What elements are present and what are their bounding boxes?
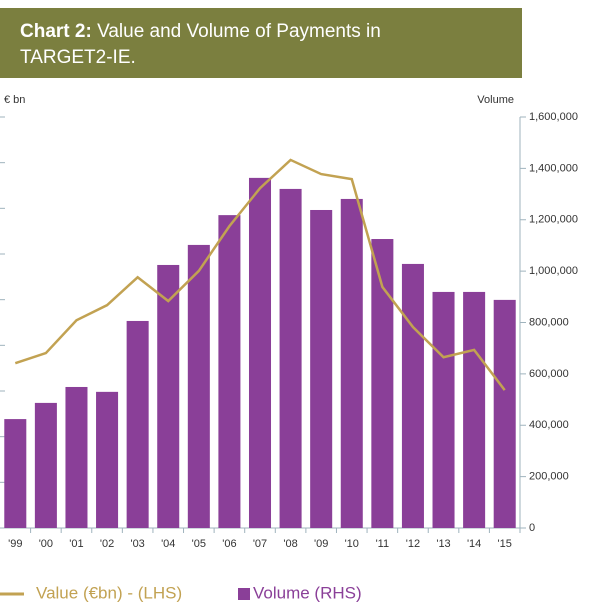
bar [96, 391, 119, 528]
x-tick-label: '07 [253, 538, 267, 550]
x-tick-label: '99 [8, 538, 22, 550]
legend-label: Volume (RHS) [253, 583, 362, 602]
bar [34, 402, 57, 528]
x-tick-label: '14 [467, 538, 481, 550]
bar [279, 188, 302, 529]
y2-tick-label: 1,600,000 [529, 111, 578, 123]
bar [340, 198, 363, 529]
bar [493, 299, 516, 528]
y2-tick-label: 1,200,000 [529, 214, 578, 226]
x-tick-label: '10 [345, 538, 359, 550]
x-tick-label: '11 [376, 538, 390, 550]
x-tick-label: '01 [69, 538, 83, 550]
bar [65, 386, 88, 528]
bar [218, 215, 241, 528]
chart-title-line2: TARGET2-IE. [20, 47, 136, 68]
x-tick-label: '05 [192, 538, 206, 550]
bar [126, 320, 149, 528]
x-tick-label: '09 [314, 538, 328, 550]
x-tick-label: '02 [100, 538, 114, 550]
x-tick-label: '12 [406, 538, 420, 550]
x-tick-label: '08 [283, 538, 297, 550]
y-axis-label: € bn [4, 94, 25, 106]
legend-swatch [238, 588, 250, 600]
y2-tick-label: 1,000,000 [529, 265, 578, 277]
x-tick-label: '15 [498, 538, 512, 550]
bar [4, 419, 27, 528]
bar [310, 209, 333, 528]
bar [432, 291, 455, 528]
line [14, 158, 506, 391]
x-tick-label: '06 [222, 538, 236, 550]
x-tick-label: '13 [436, 538, 450, 550]
x-tick-label: '04 [161, 538, 175, 550]
legend-label: Value (€bn) - (LHS) [36, 583, 182, 602]
x-tick-label: '00 [39, 538, 53, 550]
y2-tick-label: 600,000 [529, 368, 569, 380]
y2-tick-label: 400,000 [529, 419, 569, 431]
y2-tick-label: 800,000 [529, 316, 569, 328]
bar [463, 291, 486, 528]
bar [187, 244, 210, 528]
y2-axis-label: Volume [477, 94, 514, 106]
x-tick-label: '03 [130, 538, 144, 550]
y2-tick-label: 1,400,000 [529, 162, 578, 174]
bar [248, 177, 272, 528]
y2-tick-label: 200,000 [529, 471, 569, 483]
bar [157, 264, 180, 528]
y2-tick-label: 0 [529, 522, 535, 534]
bar [401, 263, 424, 528]
chart-title: Chart 2: Value and Volume of Payments in [20, 21, 381, 42]
bar [371, 239, 394, 528]
title-box [0, 8, 522, 78]
